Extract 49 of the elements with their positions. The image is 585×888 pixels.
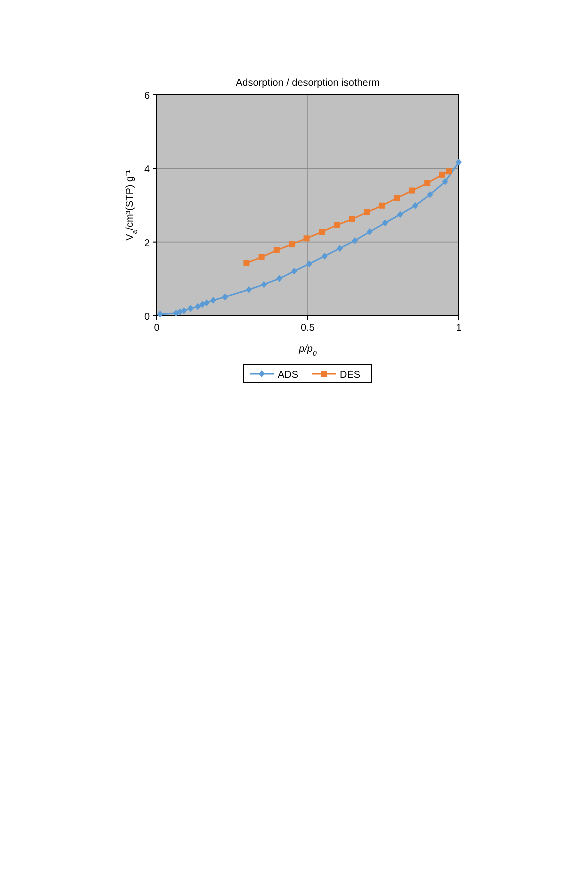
y-tick-label: 6 <box>144 91 150 102</box>
point <box>319 229 326 236</box>
point <box>200 301 206 308</box>
point <box>274 247 280 254</box>
point <box>442 178 448 186</box>
point <box>261 281 268 288</box>
point <box>204 300 210 307</box>
point <box>244 260 250 266</box>
point <box>276 275 283 282</box>
y-tick-label: 0 <box>144 312 150 323</box>
point <box>322 252 328 260</box>
x-tick-label: 1 <box>456 323 462 334</box>
point <box>364 210 370 216</box>
point <box>173 310 180 317</box>
point <box>412 202 419 210</box>
point <box>456 158 462 166</box>
x-tick-label: 0 <box>154 323 160 334</box>
x-tick-label: 0.5 <box>301 323 316 334</box>
point <box>352 237 358 244</box>
point <box>246 286 252 294</box>
point <box>337 245 344 252</box>
legend-label: DES <box>340 370 361 381</box>
legend-label: ADS <box>278 370 299 381</box>
point <box>349 216 356 222</box>
point <box>181 307 188 314</box>
point <box>210 297 216 304</box>
point <box>424 180 431 186</box>
point <box>306 260 313 268</box>
chart-title: Adsorption / desorption isotherm <box>236 78 380 89</box>
point <box>379 202 386 209</box>
point <box>334 222 340 228</box>
point <box>382 220 388 227</box>
point <box>222 294 228 301</box>
point <box>439 172 446 178</box>
point <box>446 168 452 175</box>
point <box>394 195 400 202</box>
point <box>397 211 404 218</box>
point <box>366 228 373 236</box>
y-tick-label: 4 <box>144 164 150 176</box>
y-tick-label: 2 <box>144 238 150 250</box>
point <box>427 191 434 198</box>
point <box>258 254 265 260</box>
point <box>288 242 295 248</box>
point <box>291 268 298 275</box>
point <box>304 236 310 242</box>
x-axis-title: p/p$_{0}$ <box>298 344 317 358</box>
point <box>195 303 202 310</box>
point <box>409 188 416 194</box>
point <box>188 305 194 312</box>
